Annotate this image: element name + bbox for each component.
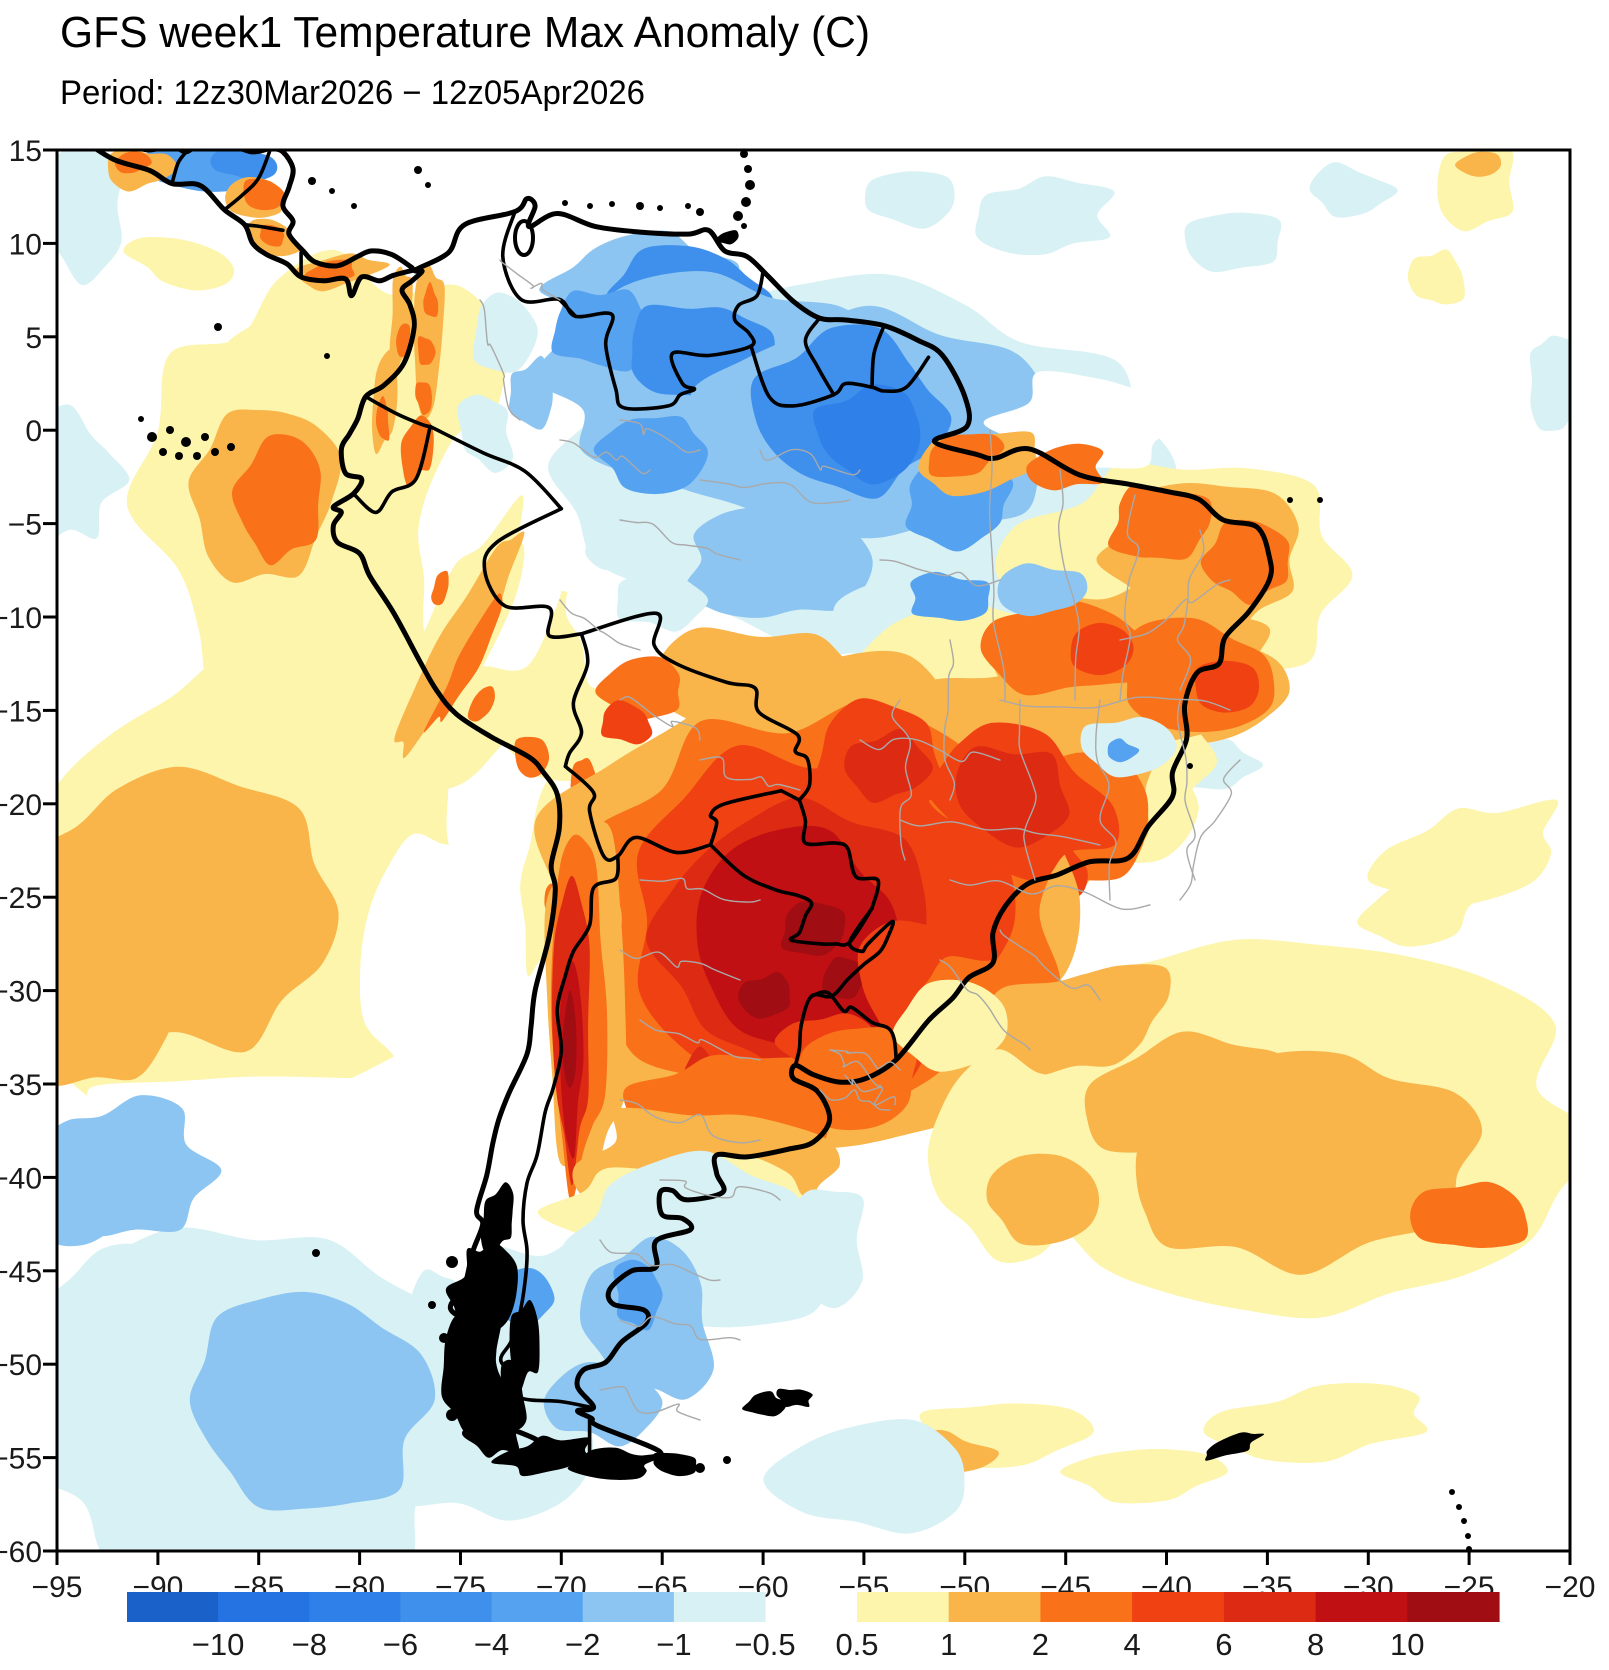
- svg-text:8: 8: [1307, 1627, 1324, 1662]
- svg-text:−6: −6: [383, 1627, 418, 1662]
- svg-text:−50: −50: [0, 1349, 42, 1382]
- svg-text:−35: −35: [0, 1069, 42, 1102]
- svg-text:15: 15: [9, 135, 42, 168]
- svg-text:4: 4: [1123, 1627, 1140, 1662]
- svg-text:−55: −55: [0, 1443, 42, 1476]
- svg-text:6: 6: [1215, 1627, 1232, 1662]
- svg-text:−0.5: −0.5: [734, 1627, 795, 1662]
- svg-text:5: 5: [25, 322, 42, 355]
- svg-text:−15: −15: [0, 695, 42, 728]
- svg-text:−4: −4: [474, 1627, 509, 1662]
- svg-text:0.5: 0.5: [835, 1627, 878, 1662]
- svg-text:−25: −25: [0, 882, 42, 915]
- svg-text:−5: −5: [8, 509, 42, 542]
- svg-text:−20: −20: [1545, 1571, 1596, 1604]
- svg-text:−40: −40: [0, 1162, 42, 1195]
- svg-text:GFS week1 Temperature Max Anom: GFS week1 Temperature Max Anomaly (C): [60, 8, 870, 57]
- svg-text:−10: −10: [0, 602, 42, 635]
- svg-text:−95: −95: [32, 1571, 83, 1604]
- svg-text:0: 0: [25, 415, 42, 448]
- svg-text:10: 10: [9, 228, 42, 261]
- svg-text:2: 2: [1032, 1627, 1049, 1662]
- svg-text:−45: −45: [0, 1256, 42, 1289]
- svg-text:−1: −1: [656, 1627, 691, 1662]
- svg-text:−30: −30: [0, 976, 42, 1009]
- svg-text:Period: 12z30Mar2026 − 12z05Ap: Period: 12z30Mar2026 − 12z05Apr2026: [60, 74, 645, 112]
- svg-text:1: 1: [940, 1627, 957, 1662]
- svg-text:10: 10: [1390, 1627, 1424, 1662]
- svg-text:−60: −60: [0, 1536, 42, 1569]
- svg-text:−20: −20: [0, 789, 42, 822]
- svg-text:−8: −8: [292, 1627, 327, 1662]
- svg-text:−10: −10: [192, 1627, 245, 1662]
- svg-text:−2: −2: [565, 1627, 600, 1662]
